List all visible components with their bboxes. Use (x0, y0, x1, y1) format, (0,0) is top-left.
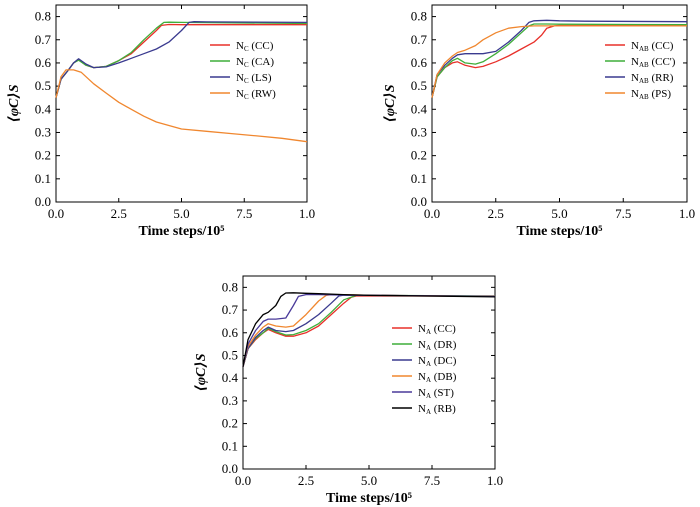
legend-label: NA (ST) (418, 387, 454, 400)
y-tick-label: 0.8 (35, 9, 51, 24)
x-tick-label: 2.5 (488, 206, 504, 221)
legend-label: NA (DR) (418, 339, 457, 352)
y-tick-label: 0.5 (222, 347, 238, 362)
y-tick-label: 0.7 (411, 32, 428, 47)
legend: NA (CC) NA (DR) NA (DC) NA (DB) NA (ST) NA (R… (392, 323, 457, 416)
legend-label: NAB (RR) (631, 72, 674, 85)
plot-frame (242, 275, 496, 470)
series-line-NAB(PS) (431, 25, 687, 98)
y-tick-label: 0.0 (222, 461, 238, 476)
legend-label: NA (RB) (418, 403, 456, 416)
legend-label: NA (DB) (418, 371, 457, 384)
x-tick-label: 1.0 (679, 206, 695, 221)
legend-label: NC (CA) (236, 56, 274, 69)
y-tick-label: 0.4 (411, 101, 428, 116)
chart-panel-1: 0.0 0.1 0.2 0.3 0.4 0.5 0.6 0.7 0.8 0.0 2.5 5.0 7.5 1… (7, 4, 315, 239)
series-line-NA(RB) (242, 292, 496, 367)
x-tick-label: 1.0 (487, 473, 503, 488)
legend-label: NA (CC) (418, 323, 456, 336)
legend-label: NC (LS) (236, 72, 272, 85)
y-tick-label: 0.2 (411, 148, 427, 163)
legend-label: NC (CC) (236, 40, 274, 53)
legend: NAB (CC) NAB (CC') NAB (RR) NAB (PS) (605, 40, 676, 101)
y-tick-label: 0.5 (35, 78, 51, 93)
y-tick-label: 0.8 (411, 9, 427, 24)
y-axis-label: ⟨φC⟩S (383, 84, 398, 122)
x-tick-label: 2.5 (298, 473, 314, 488)
x-tick-label: 1.0 (299, 206, 315, 221)
y-tick-label: 0.3 (411, 124, 427, 139)
y-tick-label: 0.0 (411, 194, 427, 209)
x-tick-label: 0.0 (235, 473, 251, 488)
plot-frame (55, 4, 308, 203)
y-tick-label: 0.3 (222, 393, 238, 408)
x-axis-label: Time steps/10⁵ (517, 224, 603, 239)
legend-label: NC (RW) (236, 88, 276, 101)
x-tick-label: 0.0 (424, 206, 440, 221)
chart-panel-2: 0.0 0.1 0.2 0.3 0.4 0.5 0.6 0.7 0.8 0.0 2.5 5.0 7.5 1… (383, 4, 695, 239)
y-tick-label: 0.0 (35, 194, 51, 209)
legend-label: NA (DC) (418, 355, 457, 368)
y-tick-label: 0.1 (35, 171, 51, 186)
y-tick-label: 0.1 (222, 438, 238, 453)
chart-panel-3: 0.0 0.1 0.2 0.3 0.4 0.5 0.6 0.7 0.8 0.0 2.5 5.0 7.5 1… (194, 275, 503, 506)
y-tick-label: 0.1 (411, 171, 427, 186)
y-tick-label: 0.6 (222, 325, 239, 340)
x-tick-label: 2.5 (111, 206, 127, 221)
y-tick-label: 0.2 (35, 148, 51, 163)
series-line-NA(DR) (242, 294, 496, 367)
legend-label: NAB (CC) (631, 40, 674, 53)
y-tick-label: 0.5 (411, 78, 427, 93)
series-line-NC(RW) (55, 69, 308, 143)
x-tick-label: 7.5 (236, 206, 252, 221)
x-tick-label: 5.0 (173, 206, 189, 221)
y-tick-label: 0.4 (35, 101, 52, 116)
x-tick-label: 5.0 (361, 473, 377, 488)
y-tick-label: 0.3 (35, 124, 51, 139)
y-tick-label: 0.8 (222, 279, 238, 294)
y-tick-label: 0.7 (222, 302, 239, 317)
legend-label: NAB (PS) (631, 88, 671, 101)
legend: NC (CC) NC (CA) NC (LS) NC (RW) (210, 40, 276, 101)
y-tick-label: 0.2 (222, 416, 238, 431)
series-line-NAB(RR) (431, 19, 688, 98)
y-tick-label: 0.7 (35, 32, 52, 47)
legend-label: NAB (CC') (631, 56, 676, 69)
x-tick-label: 7.5 (615, 206, 631, 221)
x-tick-label: 5.0 (551, 206, 567, 221)
y-tick-label: 0.6 (35, 55, 52, 70)
series-line-NC(LS) (55, 21, 308, 98)
series-line-NAB(CC') (431, 23, 688, 98)
y-tick-label: 0.4 (222, 370, 239, 385)
y-axis-label: ⟨φC⟩S (194, 353, 209, 391)
series-line-NA(DC) (242, 294, 496, 367)
y-axis-label: ⟨φC⟩S (7, 84, 22, 122)
y-tick-label: 0.6 (411, 55, 428, 70)
x-tick-label: 7.5 (424, 473, 440, 488)
x-axis-label: Time steps/10⁵ (139, 224, 225, 239)
x-tick-label: 0.0 (48, 206, 64, 221)
plot-frame (431, 4, 688, 203)
x-axis-label: Time steps/10⁵ (326, 491, 412, 506)
